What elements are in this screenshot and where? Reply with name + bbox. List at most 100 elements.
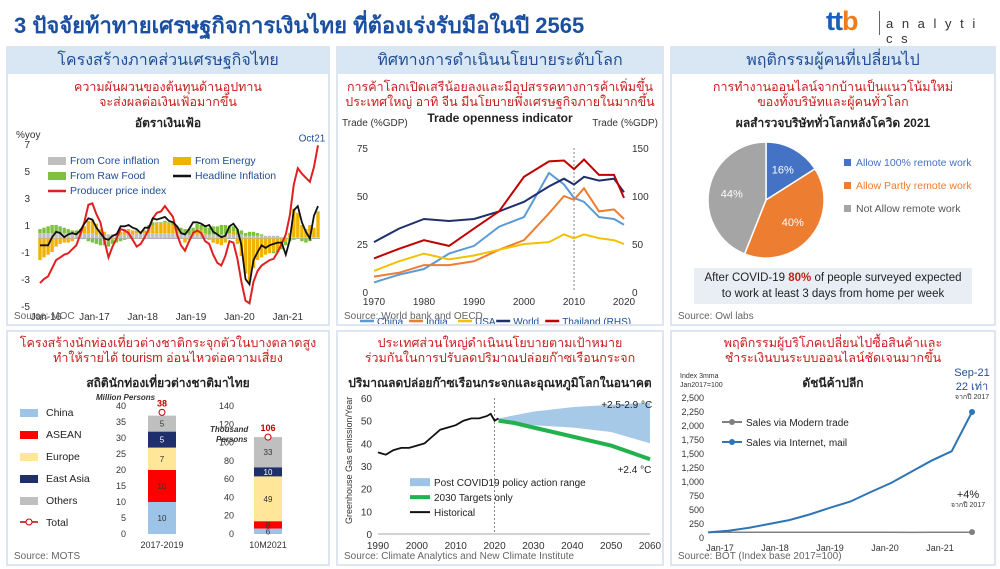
bar-core: [126, 234, 131, 239]
bar-core: [187, 234, 191, 239]
bar-food: [151, 222, 155, 225]
chart-title: อัตราเงินเฟ้อ: [134, 116, 202, 130]
source-note: Source: Climate Analytics and New Climat…: [344, 551, 575, 562]
bar-energy: [227, 233, 231, 235]
legend-swatch: [844, 159, 851, 166]
bar-energy: [167, 223, 171, 234]
bar-energy: [183, 238, 187, 243]
bar-energy: [62, 238, 66, 243]
legend-label: India: [426, 317, 448, 326]
bar-segment-label: 10: [158, 482, 167, 491]
bar-core: [312, 237, 316, 239]
bar-core: [280, 237, 284, 239]
bar-core: [300, 237, 304, 239]
legend-swatch: [844, 182, 851, 189]
bar-energy: [42, 238, 46, 258]
y-tick-label-right: 140: [219, 401, 234, 411]
bar-energy: [263, 238, 268, 255]
legend-label: Others: [46, 495, 78, 507]
panel-inflation: โครงสร้างภาคส่วนเศรษฐกิจไทย ความผันผวนขอ…: [6, 46, 330, 326]
bar-core: [98, 234, 103, 239]
bar-food: [175, 226, 179, 231]
bar-core: [94, 234, 99, 239]
index-note: Jan2017=100: [680, 382, 723, 389]
bar-food: [42, 227, 46, 234]
bar-energy: [126, 229, 131, 235]
bar-segment-label: 10: [158, 514, 167, 523]
bar-core: [263, 235, 268, 239]
legend-label: China: [46, 407, 74, 419]
bar-segment: [148, 415, 176, 432]
panel-subtitle: การทำงานออนไลน์จากบ้านเป็นแนวโน้มใหม่: [712, 80, 954, 94]
legend-label: Headline Inflation: [195, 170, 276, 182]
bar-energy: [276, 238, 280, 250]
pie-slice: [707, 141, 767, 255]
annotation-note: จากปี 2017: [951, 501, 985, 509]
annotation-oct21: Oct21: [299, 133, 326, 144]
bar-core: [90, 233, 95, 239]
x-tick-label: 1990: [463, 297, 486, 308]
legend-label: Producer price index: [70, 185, 167, 197]
bar-food: [247, 231, 252, 236]
legend-label: From Energy: [195, 155, 256, 167]
legend-label: World: [513, 317, 539, 326]
y-tick-label-right: 80: [224, 456, 234, 466]
page-header: 3 ปัจจัยท้าทายเศรษฐกิจการเงินไทย ที่ต้อง…: [0, 0, 1000, 46]
bar-energy: [90, 219, 95, 234]
bar-core: [122, 234, 127, 239]
legend-swatch: [844, 205, 851, 212]
bar-core: [70, 233, 74, 239]
legend-label: Allow 100% remote work: [856, 157, 972, 169]
annotation-pct: +4%: [957, 489, 980, 501]
bar-food: [280, 245, 284, 250]
bar-energy: [272, 238, 276, 252]
x-tick-label: Jan-21: [272, 312, 303, 323]
bar-core: [118, 234, 123, 239]
bar-core: [155, 233, 159, 239]
bar-core: [227, 234, 231, 239]
legend-label: Post COVID19 policy action range: [434, 478, 586, 489]
series-line: [373, 171, 625, 284]
bar-core: [139, 233, 143, 239]
bar-energy: [163, 222, 167, 234]
bar-core: [215, 234, 219, 239]
legend-swatch: [20, 475, 38, 483]
bar-energy: [251, 238, 256, 269]
chart-title: Trade openness indicator: [427, 111, 573, 125]
bar-core: [106, 234, 111, 239]
legend-label: 2030 Targets only: [434, 493, 513, 504]
bar-segment: [148, 502, 176, 534]
legend-label: Sales via Modern trade: [746, 418, 849, 429]
bar-energy: [70, 238, 74, 242]
legend-label: China: [377, 317, 404, 326]
panel-subtitle: ชำระเงินบนระบบออนไลน์ชัดเจนมากขึ้น: [724, 351, 942, 365]
x-tick-label: 2020: [613, 297, 636, 308]
y-tick-label: 20: [361, 485, 373, 496]
panel-ghg: ประเทศส่วนใหญ่ดำเนินนโยบายตามเป้าหมาย ร่…: [336, 330, 664, 566]
panel-subtitle: จะส่งผลต่อเงินเฟ้อมากขึ้น: [99, 95, 237, 109]
y-tick-label-right: 100: [632, 192, 649, 203]
bar-energy: [219, 238, 223, 246]
bar-core: [54, 233, 58, 239]
x-tick-label: 1970: [363, 297, 386, 308]
tourist-chart: China ASEAN Europe East Asia Others Total Mill…: [20, 393, 287, 550]
x-tick-label: Jan-19: [816, 543, 844, 553]
y-tick-label: 1,750: [681, 435, 704, 445]
bar-energy: [46, 238, 50, 255]
bar-energy: [54, 238, 58, 247]
y-tick-label: 250: [689, 519, 704, 529]
bar-core: [159, 233, 163, 239]
bar-core: [62, 233, 66, 239]
pie-slice-label: 40%: [782, 217, 804, 229]
bar-food: [203, 226, 207, 234]
bar-energy: [296, 212, 300, 238]
bar-core: [316, 237, 320, 239]
bar-food: [66, 229, 70, 234]
bar-core: [259, 235, 264, 239]
y-tick-label: 1: [24, 221, 30, 232]
bar-core: [66, 233, 70, 239]
y-tick-label: -5: [21, 302, 30, 313]
bar-core: [247, 235, 252, 239]
annotation-range: +2.5-2.9 °C: [601, 400, 652, 411]
y-tick-label: 60: [361, 394, 373, 405]
